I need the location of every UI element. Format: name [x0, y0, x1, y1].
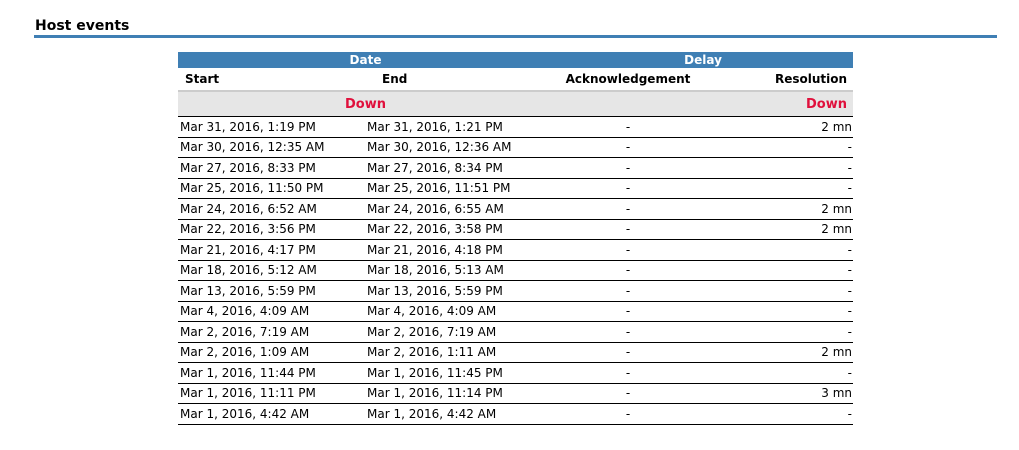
end-cell: Mar 24, 2016, 6:55 AM	[365, 198, 553, 220]
start-cell: Mar 13, 2016, 5:59 PM	[178, 280, 365, 302]
end-column-header: End	[382, 72, 408, 86]
ack-cell: -	[553, 198, 703, 220]
table-row: Mar 1, 2016, 11:11 PM Mar 1, 2016, 11:14 …	[178, 383, 854, 404]
table-row: Mar 2, 2016, 1:09 AM Mar 2, 2016, 1:11 AM…	[178, 342, 854, 363]
resolution-cell: 2 mn	[703, 198, 854, 220]
start-cell: Mar 4, 2016, 4:09 AM	[178, 301, 365, 322]
end-cell: Mar 30, 2016, 12:36 AM	[365, 137, 553, 158]
table-row: Mar 18, 2016, 5:12 AM Mar 18, 2016, 5:13 …	[178, 260, 854, 281]
resolution-cell: 3 mn	[703, 383, 854, 404]
ack-cell: -	[553, 321, 703, 343]
ack-column-header: Acknowledgement	[565, 72, 691, 86]
start-cell: Mar 21, 2016, 4:17 PM	[178, 239, 365, 261]
ack-cell: -	[553, 403, 703, 425]
section-title: Host events	[35, 18, 130, 34]
table-row: Mar 31, 2016, 1:19 PM Mar 31, 2016, 1:21 …	[178, 116, 854, 138]
ack-cell: -	[553, 383, 703, 404]
table-row: Mar 30, 2016, 12:35 AM Mar 30, 2016, 12:3…	[178, 137, 854, 158]
table-row: Mar 22, 2016, 3:56 PM Mar 22, 2016, 3:58 …	[178, 219, 854, 240]
start-cell: Mar 31, 2016, 1:19 PM	[178, 116, 365, 138]
resolution-column-header: Resolution	[774, 72, 848, 86]
start-cell: Mar 24, 2016, 6:52 AM	[178, 198, 365, 220]
resolution-cell: 2 mn	[703, 342, 854, 363]
end-cell: Mar 21, 2016, 4:18 PM	[365, 239, 553, 261]
end-cell: Mar 18, 2016, 5:13 AM	[365, 260, 553, 281]
table-row: Mar 25, 2016, 11:50 PM Mar 25, 2016, 11:5…	[178, 178, 854, 199]
start-cell: Mar 1, 2016, 11:44 PM	[178, 362, 365, 384]
end-cell: Mar 1, 2016, 4:42 AM	[365, 403, 553, 425]
ack-cell: -	[553, 239, 703, 261]
end-cell: Mar 2, 2016, 7:19 AM	[365, 321, 553, 343]
start-column-header: Start	[185, 72, 220, 86]
end-cell: Mar 1, 2016, 11:14 PM	[365, 383, 553, 404]
end-cell: Mar 4, 2016, 4:09 AM	[365, 301, 553, 322]
start-cell: Mar 27, 2016, 8:33 PM	[178, 157, 365, 179]
resolution-cell: -	[703, 403, 854, 425]
table-row: Mar 1, 2016, 11:44 PM Mar 1, 2016, 11:45 …	[178, 362, 854, 384]
delay-group-header: Delay	[553, 52, 854, 68]
ack-cell: -	[553, 219, 703, 240]
end-cell: Mar 22, 2016, 3:58 PM	[365, 219, 553, 240]
resolution-cell: -	[703, 321, 854, 343]
start-cell: Mar 1, 2016, 4:42 AM	[178, 403, 365, 425]
resolution-cell: -	[703, 301, 854, 322]
table-row: Mar 2, 2016, 7:19 AM Mar 2, 2016, 7:19 AM…	[178, 321, 854, 343]
resolution-cell: -	[703, 157, 854, 179]
resolution-cell: -	[703, 137, 854, 158]
ack-cell: -	[553, 157, 703, 179]
table-row: Mar 4, 2016, 4:09 AM Mar 4, 2016, 4:09 AM…	[178, 301, 854, 322]
ack-cell: -	[553, 137, 703, 158]
end-cell: Mar 31, 2016, 1:21 PM	[365, 116, 553, 138]
start-cell: Mar 18, 2016, 5:12 AM	[178, 260, 365, 281]
end-cell: Mar 25, 2016, 11:51 PM	[365, 178, 553, 199]
start-cell: Mar 25, 2016, 11:50 PM	[178, 178, 365, 199]
ack-cell: -	[553, 116, 703, 138]
ack-cell: -	[553, 178, 703, 199]
resolution-cell: 2 mn	[703, 116, 854, 138]
resolution-cell: -	[703, 239, 854, 261]
table-row: Mar 1, 2016, 4:42 AM Mar 1, 2016, 4:42 AM…	[178, 403, 854, 425]
resolution-cell: -	[703, 260, 854, 281]
end-cell: Mar 27, 2016, 8:34 PM	[365, 157, 553, 179]
end-cell: Mar 1, 2016, 11:45 PM	[365, 362, 553, 384]
date-group-header: Date	[178, 52, 553, 68]
resolution-cell: 2 mn	[703, 219, 854, 240]
start-cell: Mar 2, 2016, 7:19 AM	[178, 321, 365, 343]
ack-cell: -	[553, 342, 703, 363]
ack-cell: -	[553, 280, 703, 302]
end-cell: Mar 13, 2016, 5:59 PM	[365, 280, 553, 302]
resolution-cell: -	[703, 178, 854, 199]
start-cell: Mar 1, 2016, 11:11 PM	[178, 383, 365, 404]
section-down-label-right: Down	[703, 90, 854, 117]
title-underline	[34, 35, 997, 38]
resolution-cell: -	[703, 280, 854, 302]
resolution-cell: -	[703, 362, 854, 384]
start-cell: Mar 30, 2016, 12:35 AM	[178, 137, 365, 158]
table-row: Mar 27, 2016, 8:33 PM Mar 27, 2016, 8:34 …	[178, 157, 854, 179]
ack-cell: -	[553, 301, 703, 322]
ack-cell: -	[553, 260, 703, 281]
table-row: Mar 21, 2016, 4:17 PM Mar 21, 2016, 4:18 …	[178, 239, 854, 261]
table-row: Mar 13, 2016, 5:59 PM Mar 13, 2016, 5:59 …	[178, 280, 854, 302]
start-cell: Mar 22, 2016, 3:56 PM	[178, 219, 365, 240]
host-events-table: Date Delay Start End Acknowledgement Res…	[178, 52, 854, 425]
table-row: Mar 24, 2016, 6:52 AM Mar 24, 2016, 6:55 …	[178, 198, 854, 220]
end-cell: Mar 2, 2016, 1:11 AM	[365, 342, 553, 363]
section-down-label: Down	[178, 90, 553, 117]
start-cell: Mar 2, 2016, 1:09 AM	[178, 342, 365, 363]
ack-cell: -	[553, 362, 703, 384]
